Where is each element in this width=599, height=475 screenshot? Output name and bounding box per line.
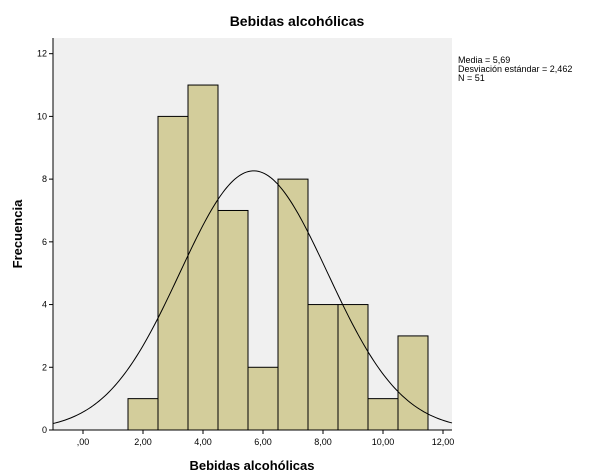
x-tick-label: 6,00: [254, 437, 272, 447]
x-tick-label: 2,00: [134, 437, 152, 447]
x-tick-label: 10,00: [372, 437, 395, 447]
x-tick-label: 12,00: [432, 437, 455, 447]
histogram-bar: [157, 115, 189, 431]
normal-curve: [52, 170, 453, 425]
x-tick-label: ,00: [77, 437, 90, 447]
y-tick-label: 6: [42, 237, 47, 247]
histogram-bar: [367, 398, 399, 431]
histogram-bar: [247, 366, 279, 431]
n-text: N = 51: [458, 73, 485, 83]
histogram-bar: [397, 335, 429, 431]
mean-text: Media = 5,69: [458, 55, 511, 65]
histogram-bar: [307, 304, 339, 431]
histogram-bar: [277, 178, 309, 431]
y-tick-label: 4: [42, 300, 47, 310]
y-axis-label: Frecuencia: [10, 199, 25, 268]
x-tick-label: 4,00: [194, 437, 212, 447]
histogram-bar: [127, 398, 159, 431]
y-tick-label: 12: [37, 49, 47, 59]
y-tick-label: 10: [37, 111, 47, 121]
plot-area: [53, 38, 452, 430]
y-ticks-group: 0 2 4 6 8 10 12: [37, 49, 53, 435]
stats-panel: Media = 5,69 Desviación estándar = 2,462…: [458, 56, 572, 83]
x-ticks-group: ,00 2,00 4,00 6,00 8,00 10,00 12,00: [77, 430, 455, 447]
y-tick-label: 2: [42, 362, 47, 372]
y-tick-label: 0: [42, 425, 47, 435]
histogram-bar: [217, 209, 249, 431]
y-tick-label: 8: [42, 174, 47, 184]
histogram-bar: [337, 304, 369, 431]
chart-title: Bebidas alcohólicas: [230, 13, 365, 29]
x-axis-label: Bebidas alcohólicas: [190, 458, 315, 473]
x-tick-label: 8,00: [314, 437, 332, 447]
histogram-bar: [187, 84, 219, 431]
bars-group: [127, 84, 429, 431]
std-text: Desviación estándar = 2,462: [458, 64, 573, 74]
